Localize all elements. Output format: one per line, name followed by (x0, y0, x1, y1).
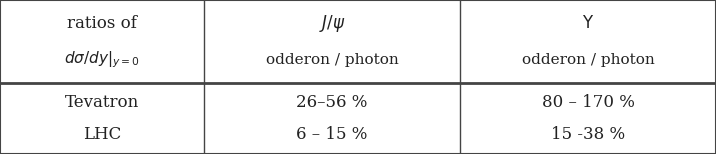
Text: 80 – 170 %: 80 – 170 % (541, 95, 634, 111)
Text: Tevatron: Tevatron (65, 95, 139, 111)
Text: $\Upsilon$: $\Upsilon$ (582, 15, 594, 32)
Text: odderon / photon: odderon / photon (522, 53, 654, 67)
Text: odderon / photon: odderon / photon (266, 53, 398, 67)
Text: LHC: LHC (83, 126, 121, 143)
Text: 26–56 %: 26–56 % (296, 95, 368, 111)
Text: 6 – 15 %: 6 – 15 % (296, 126, 368, 143)
Text: 15 -38 %: 15 -38 % (551, 126, 625, 143)
Text: $J/\psi$: $J/\psi$ (319, 13, 345, 34)
Text: ratios of: ratios of (67, 15, 137, 32)
Text: $d\sigma/dy|_{y=0}$: $d\sigma/dy|_{y=0}$ (64, 50, 140, 70)
